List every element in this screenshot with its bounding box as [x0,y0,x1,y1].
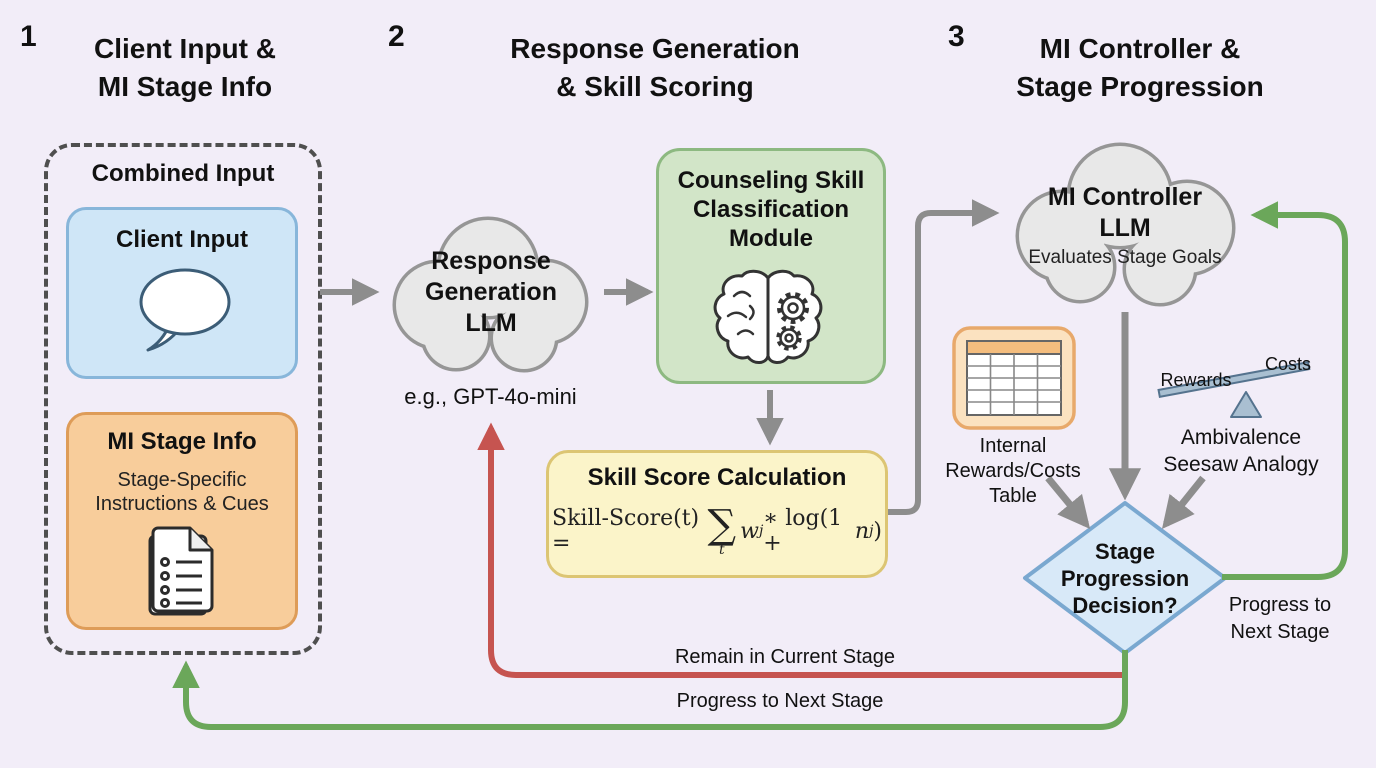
skill-score-to-controller-arrow [888,199,1000,515]
document-checklist-icon [148,526,214,616]
remain-current-stage-edge [477,422,1125,678]
response-llm-label: Response Generation LLM [425,247,557,337]
section-title-3: MI Controller & Stage Progression [1016,33,1264,102]
section-title-2: Response Generation & Skill Scoring [510,33,800,102]
progress-next-stage-right-label: Progress to Next Stage [1228,594,1332,643]
client-input-title: Client Input [116,226,248,253]
classification-module-title: Counseling Skill Classification Module [677,167,865,252]
seesaw-costs-label: Costs [1264,354,1311,374]
table-icon [952,326,1076,430]
section-number-3: 3 [948,20,965,53]
remain-current-stage-label: Remain in Current Stage [674,646,896,668]
rewards-table-label: Internal Rewards/Costs Table [945,435,1081,507]
table-to-decision-arrow [1045,475,1091,529]
seesaw-caption: Ambivalence Seesaw Analogy [1163,426,1319,476]
seesaw-to-decision-arrow [1161,475,1206,530]
progress-right-edge [1222,201,1348,580]
seesaw-icon [1157,361,1311,418]
response-llm-cloud [392,216,589,373]
section-number-2: 2 [388,20,405,53]
skill-score-box [546,450,888,578]
response-llm-caption: e.g., GPT-4o-mini [404,384,577,409]
speech-bubble-icon [139,268,231,352]
mi-stage-info-title: MI Stage Info [107,428,257,455]
decision-diamond-label: Stage Progression Decision? [1060,539,1190,618]
brain-gears-icon [713,269,823,364]
section-title-1: Client Input & MI Stage Info [94,33,276,102]
progress-next-stage-bottom-label: Progress to Next Stage [676,690,884,712]
progress-bottom-edge [172,650,1128,730]
combined-input-group [44,143,322,655]
section-number-1: 1 [20,20,37,53]
combined-input-title: Combined Input [91,160,275,187]
mi-stage-info-subtitle: Stage-Specific Instructions & Cues [95,469,269,515]
skill-score-title: Skill Score Calculation [587,464,847,491]
seesaw-rewards-label: Rewards [1160,370,1232,390]
mi-controller-cloud [1015,142,1236,307]
mi-controller-label: MI Controller LLM Evaluates Stage Goals [1028,183,1222,268]
